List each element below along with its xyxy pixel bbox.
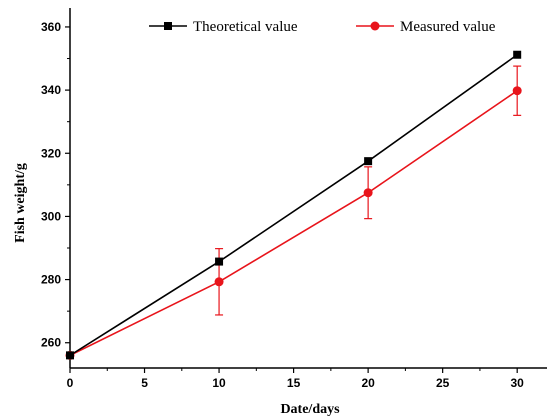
x-axis-ticks: 0 5 10 15 20 25 30 [67, 368, 525, 390]
x-tick-label: 15 [287, 376, 301, 390]
legend-item: Theoretical value [149, 19, 298, 35]
y-tick-label: 360 [41, 20, 61, 34]
y-tick-label: 260 [41, 336, 61, 350]
y-tick-label: 300 [41, 209, 61, 223]
y-axis-ticks: 260 280 300 320 340 360 [41, 20, 70, 350]
series-measured [65, 65, 522, 360]
y-tick-label: 320 [41, 146, 61, 160]
series-theoretical [66, 50, 522, 360]
y-axis-label: Fish weight/g [13, 163, 28, 243]
data-point [364, 157, 373, 166]
x-tick-label: 30 [511, 376, 525, 390]
data-point [214, 277, 224, 287]
x-axis-label: Date/days [280, 402, 340, 417]
y-tick-label: 280 [41, 273, 61, 287]
legend-marker [164, 22, 172, 30]
series-line [69, 54, 518, 357]
series-line [69, 90, 518, 357]
y-tick-label: 340 [41, 83, 61, 97]
x-tick-label: 5 [141, 376, 148, 390]
legend-label: Measured value [400, 19, 496, 35]
legend-marker [370, 21, 380, 31]
data-series [65, 50, 522, 360]
legend: Theoretical value Measured value [149, 19, 496, 35]
x-tick-label: 10 [212, 376, 226, 390]
plot-axes [69, 8, 547, 369]
legend-item: Measured value [356, 19, 496, 35]
x-tick-label: 0 [67, 376, 74, 390]
legend-label: Theoretical value [193, 19, 298, 35]
data-point [215, 257, 224, 266]
data-point [512, 86, 522, 96]
data-point [513, 50, 522, 59]
data-point [66, 351, 74, 360]
x-tick-label: 25 [436, 376, 450, 390]
x-tick-label: 20 [361, 376, 375, 390]
data-point [363, 188, 373, 198]
